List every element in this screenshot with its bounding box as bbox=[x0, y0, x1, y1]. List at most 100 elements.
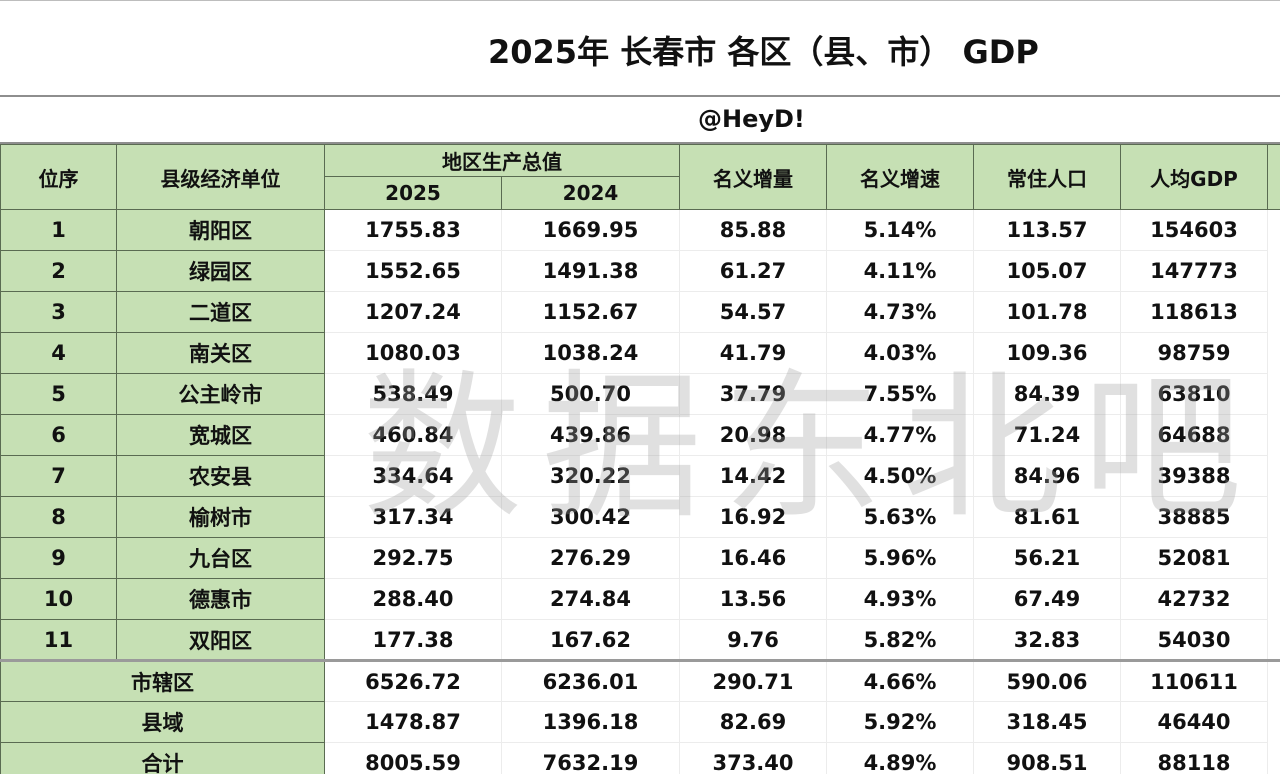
growth-cell: 4.77% bbox=[826, 414, 974, 456]
growth-cell: 5.92% bbox=[826, 701, 974, 743]
summary-row: 市辖区 6526.72 6236.01 290.71 4.66% 590.06 110611 bbox=[0, 659, 1280, 702]
header-row-top: 位序 县级经济单位 地区生产总值 名义增量 名义增速 常住人口 人均GDP bbox=[0, 144, 1280, 210]
growth-cell: 4.11% bbox=[826, 250, 974, 292]
population-cell: 67.49 bbox=[973, 578, 1121, 620]
unit-name-cell: 二道区 bbox=[116, 291, 325, 333]
table-row: 2 绿园区 1552.65 1491.38 61.27 4.11% 105.07 147773 bbox=[0, 250, 1280, 292]
table-row: 7 农安县 334.64 320.22 14.42 4.50% 84.96 39388 bbox=[0, 455, 1280, 497]
unit-name-cell: 双阳区 bbox=[116, 619, 325, 661]
per-capita-cell: 118613 bbox=[1120, 291, 1268, 333]
rank-cell: 1 bbox=[0, 209, 117, 251]
increase-cell: 373.40 bbox=[679, 742, 827, 774]
gdp-2025-cell: 317.34 bbox=[324, 496, 502, 538]
increase-cell: 9.76 bbox=[679, 619, 827, 661]
increase-cell: 82.69 bbox=[679, 701, 827, 743]
rank-cell: 5 bbox=[0, 373, 117, 415]
partial-cell bbox=[1267, 578, 1280, 620]
unit-name-cell: 公主岭市 bbox=[116, 373, 325, 415]
gdp-2024-cell: 439.86 bbox=[501, 414, 680, 456]
population-cell: 113.57 bbox=[973, 209, 1121, 251]
population-cell: 318.45 bbox=[973, 701, 1121, 743]
header-rank: 位序 bbox=[0, 144, 117, 210]
gdp-2024-cell: 320.22 bbox=[501, 455, 680, 497]
gdp-2024-cell: 274.84 bbox=[501, 578, 680, 620]
growth-cell: 4.89% bbox=[826, 742, 974, 774]
population-cell: 590.06 bbox=[973, 659, 1121, 702]
unit-name-cell: 九台区 bbox=[116, 537, 325, 579]
per-capita-cell: 88118 bbox=[1120, 742, 1268, 774]
growth-cell: 4.73% bbox=[826, 291, 974, 333]
rank-cell: 8 bbox=[0, 496, 117, 538]
partial-cell bbox=[1267, 291, 1280, 333]
table-row: 11 双阳区 177.38 167.62 9.76 5.82% 32.83 54030 bbox=[0, 619, 1280, 661]
per-capita-cell: 147773 bbox=[1120, 250, 1268, 292]
increase-cell: 61.27 bbox=[679, 250, 827, 292]
growth-cell: 4.93% bbox=[826, 578, 974, 620]
table-row: 4 南关区 1080.03 1038.24 41.79 4.03% 109.36 98759 bbox=[0, 332, 1280, 374]
partial-cell bbox=[1267, 209, 1280, 251]
partial-cell bbox=[1267, 373, 1280, 415]
growth-cell: 7.55% bbox=[826, 373, 974, 415]
population-cell: 84.96 bbox=[973, 455, 1121, 497]
credit-row: @HeyD! bbox=[0, 97, 1280, 144]
table-row: 6 宽城区 460.84 439.86 20.98 4.77% 71.24 64688 bbox=[0, 414, 1280, 456]
gdp-2025-cell: 538.49 bbox=[324, 373, 502, 415]
partial-cell bbox=[1267, 659, 1280, 702]
increase-cell: 41.79 bbox=[679, 332, 827, 374]
population-cell: 32.83 bbox=[973, 619, 1121, 661]
header-row-bottom: 2025 2024 bbox=[1, 176, 1280, 210]
header-nominal-increase: 名义增量 bbox=[679, 144, 827, 210]
table-row: 3 二道区 1207.24 1152.67 54.57 4.73% 101.78 118613 bbox=[0, 291, 1280, 333]
table-row: 8 榆树市 317.34 300.42 16.92 5.63% 81.61 38885 bbox=[0, 496, 1280, 538]
gdp-2024-cell: 167.62 bbox=[501, 619, 680, 661]
table-row: 9 九台区 292.75 276.29 16.46 5.96% 56.21 52081 bbox=[0, 537, 1280, 579]
summary-row: 县域 1478.87 1396.18 82.69 5.92% 318.45 46440 bbox=[0, 701, 1280, 743]
increase-cell: 14.42 bbox=[679, 455, 827, 497]
population-cell: 84.39 bbox=[973, 373, 1121, 415]
per-capita-cell: 98759 bbox=[1120, 332, 1268, 374]
gdp-2024-cell: 6236.01 bbox=[501, 659, 680, 702]
gdp-2024-cell: 1491.38 bbox=[501, 250, 680, 292]
unit-name-cell: 德惠市 bbox=[116, 578, 325, 620]
rank-cell: 10 bbox=[0, 578, 117, 620]
gdp-2025-cell: 1207.24 bbox=[324, 291, 502, 333]
per-capita-cell: 154603 bbox=[1120, 209, 1268, 251]
gdp-2025-cell: 460.84 bbox=[324, 414, 502, 456]
gdp-2025-cell: 292.75 bbox=[324, 537, 502, 579]
growth-cell: 5.63% bbox=[826, 496, 974, 538]
rank-cell: 11 bbox=[0, 619, 117, 661]
gdp-2024-cell: 276.29 bbox=[501, 537, 680, 579]
gdp-2025-cell: 334.64 bbox=[324, 455, 502, 497]
summary-label-cell: 市辖区 bbox=[0, 659, 325, 702]
per-capita-cell: 42732 bbox=[1120, 578, 1268, 620]
per-capita-cell: 110611 bbox=[1120, 659, 1268, 702]
gdp-2025-cell: 6526.72 bbox=[324, 659, 502, 702]
table-row: 10 德惠市 288.40 274.84 13.56 4.93% 67.49 42732 bbox=[0, 578, 1280, 620]
growth-cell: 5.82% bbox=[826, 619, 974, 661]
unit-name-cell: 朝阳区 bbox=[116, 209, 325, 251]
header-gdp-per-capita: 人均GDP bbox=[1120, 144, 1268, 210]
gdp-2025-cell: 1478.87 bbox=[324, 701, 502, 743]
unit-name-cell: 绿园区 bbox=[116, 250, 325, 292]
population-cell: 109.36 bbox=[973, 332, 1121, 374]
table-row: 1 朝阳区 1755.83 1669.95 85.88 5.14% 113.57 154603 bbox=[0, 209, 1280, 251]
partial-cell bbox=[1267, 332, 1280, 374]
increase-cell: 20.98 bbox=[679, 414, 827, 456]
rank-cell: 2 bbox=[0, 250, 117, 292]
header-unit: 县级经济单位 bbox=[116, 144, 325, 210]
partial-cell bbox=[1267, 619, 1280, 661]
gdp-2024-cell: 1152.67 bbox=[501, 291, 680, 333]
growth-cell: 4.03% bbox=[826, 332, 974, 374]
gdp-2024-cell: 300.42 bbox=[501, 496, 680, 538]
unit-name-cell: 南关区 bbox=[116, 332, 325, 374]
header-year-2025: 2025 bbox=[324, 176, 502, 210]
gdp-2025-cell: 1552.65 bbox=[324, 250, 502, 292]
summary-label-cell: 县域 bbox=[0, 701, 325, 743]
gdp-2025-cell: 8005.59 bbox=[324, 742, 502, 774]
increase-cell: 13.56 bbox=[679, 578, 827, 620]
population-cell: 56.21 bbox=[973, 537, 1121, 579]
growth-cell: 4.50% bbox=[826, 455, 974, 497]
rank-cell: 3 bbox=[0, 291, 117, 333]
increase-cell: 37.79 bbox=[679, 373, 827, 415]
summary-row: 合计 8005.59 7632.19 373.40 4.89% 908.51 88118 bbox=[0, 742, 1280, 774]
